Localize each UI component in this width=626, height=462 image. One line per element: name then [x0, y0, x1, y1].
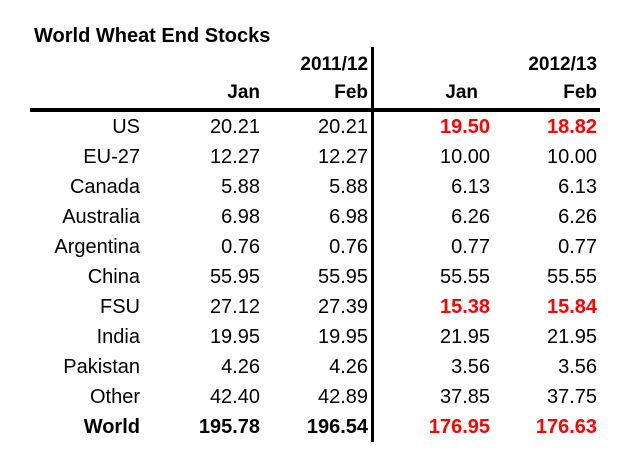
cell-value: 27.39 — [317, 295, 369, 318]
cell-value: 15.38 — [439, 295, 491, 318]
row-label: Canada — [69, 175, 140, 198]
cell-value: 55.55 — [439, 265, 491, 288]
row-label: FSU — [100, 295, 140, 318]
cell-value: 55.55 — [546, 265, 598, 288]
row-label: Australia — [62, 205, 140, 228]
cell-value: 4.26 — [221, 355, 260, 378]
col-header-feb-2011-12: Feb — [334, 82, 369, 103]
cell-value: 37.75 — [546, 385, 598, 408]
cell-value: 10.00 — [546, 145, 598, 168]
cell-value: 20.21 — [209, 115, 260, 138]
row-label: China — [87, 265, 140, 288]
table-row: US 20.21 20.21 19.50 18.82 — [30, 112, 597, 142]
cell-value: 176.63 — [535, 415, 598, 438]
cell-value: 6.13 — [558, 175, 598, 198]
cell-value: 42.89 — [317, 385, 369, 408]
month-header-row: Jan Feb Jan Feb — [30, 80, 597, 112]
table-row: Other 42.40 42.89 37.85 37.75 — [30, 382, 597, 412]
cell-value: 10.00 — [439, 145, 491, 168]
cell-value: 5.88 — [329, 175, 369, 198]
table-header: 2011/12 2012/13 Jan Feb Jan Feb — [30, 50, 597, 112]
cell-value: 20.21 — [317, 115, 369, 138]
cell-value: 3.56 — [558, 355, 598, 378]
cell-value: 176.95 — [428, 415, 491, 438]
cell-value: 15.84 — [546, 295, 598, 318]
row-label: India — [96, 325, 140, 348]
cell-value: 0.77 — [451, 235, 491, 258]
row-label: EU-27 — [83, 145, 140, 168]
row-label: Pakistan — [63, 355, 140, 378]
col-header-feb-2012-13: Feb — [563, 82, 598, 103]
cell-value: 6.26 — [451, 205, 491, 228]
year-separator-line — [371, 47, 374, 442]
cell-value: 196.54 — [306, 415, 369, 438]
col-header-jan-2011-12: Jan — [227, 82, 260, 103]
row-label: World — [83, 415, 140, 438]
cell-value: 55.95 — [209, 265, 260, 288]
table-row: China 55.95 55.95 55.55 55.55 — [30, 262, 597, 292]
cell-value: 42.40 — [209, 385, 260, 408]
wheat-stocks-table: 2011/12 2012/13 Jan Feb Jan Feb US 20.21 2… — [30, 50, 597, 442]
cell-value: 0.76 — [221, 235, 260, 258]
cell-value: 6.98 — [329, 205, 369, 228]
table-row: Argentina 0.76 0.76 0.77 0.77 — [30, 232, 597, 262]
col-group-2012-13: 2012/13 — [528, 54, 598, 75]
year-header-row: 2011/12 2012/13 — [30, 50, 597, 80]
row-label: Other — [89, 385, 140, 408]
table-row: EU-27 12.27 12.27 10.00 10.00 — [30, 142, 597, 172]
cell-value: 19.95 — [209, 325, 260, 348]
table-row: World 195.78 196.54 176.95 176.63 — [30, 412, 597, 442]
cell-value: 27.12 — [209, 295, 260, 318]
header-divider-line — [30, 108, 600, 112]
table-row: India 19.95 19.95 21.95 21.95 — [30, 322, 597, 352]
cell-value: 6.13 — [451, 175, 491, 198]
table-row: Australia 6.98 6.98 6.26 6.26 — [30, 202, 597, 232]
table-row: Canada 5.88 5.88 6.13 6.13 — [30, 172, 597, 202]
col-group-2011-12: 2011/12 — [300, 54, 369, 75]
row-label: US — [112, 115, 140, 138]
cell-value: 0.77 — [558, 235, 598, 258]
cell-value: 12.27 — [209, 145, 260, 168]
table-row: Pakistan 4.26 4.26 3.56 3.56 — [30, 352, 597, 382]
cell-value: 0.76 — [329, 235, 369, 258]
cell-value: 5.88 — [221, 175, 260, 198]
cell-value: 12.27 — [317, 145, 369, 168]
cell-value: 6.98 — [221, 205, 260, 228]
cell-value: 19.50 — [439, 115, 491, 138]
cell-value: 4.26 — [329, 355, 369, 378]
cell-value: 55.95 — [317, 265, 369, 288]
cell-value: 195.78 — [198, 415, 260, 438]
cell-value: 21.95 — [546, 325, 598, 348]
col-header-jan-2012-13: Jan — [445, 82, 479, 103]
row-label: Argentina — [54, 235, 140, 258]
cell-value: 6.26 — [558, 205, 598, 228]
cell-value: 19.95 — [317, 325, 369, 348]
cell-value: 3.56 — [451, 355, 491, 378]
table-body: US 20.21 20.21 19.50 18.82 EU-27 12.27 12.27 10.… — [30, 112, 597, 442]
table-title: World Wheat End Stocks — [34, 25, 271, 47]
cell-value: 18.82 — [546, 115, 598, 138]
cell-value: 21.95 — [439, 325, 491, 348]
corner-cell — [30, 50, 142, 80]
table-row: FSU 27.12 27.39 15.38 15.84 — [30, 292, 597, 322]
cell-value: 37.85 — [439, 385, 491, 408]
